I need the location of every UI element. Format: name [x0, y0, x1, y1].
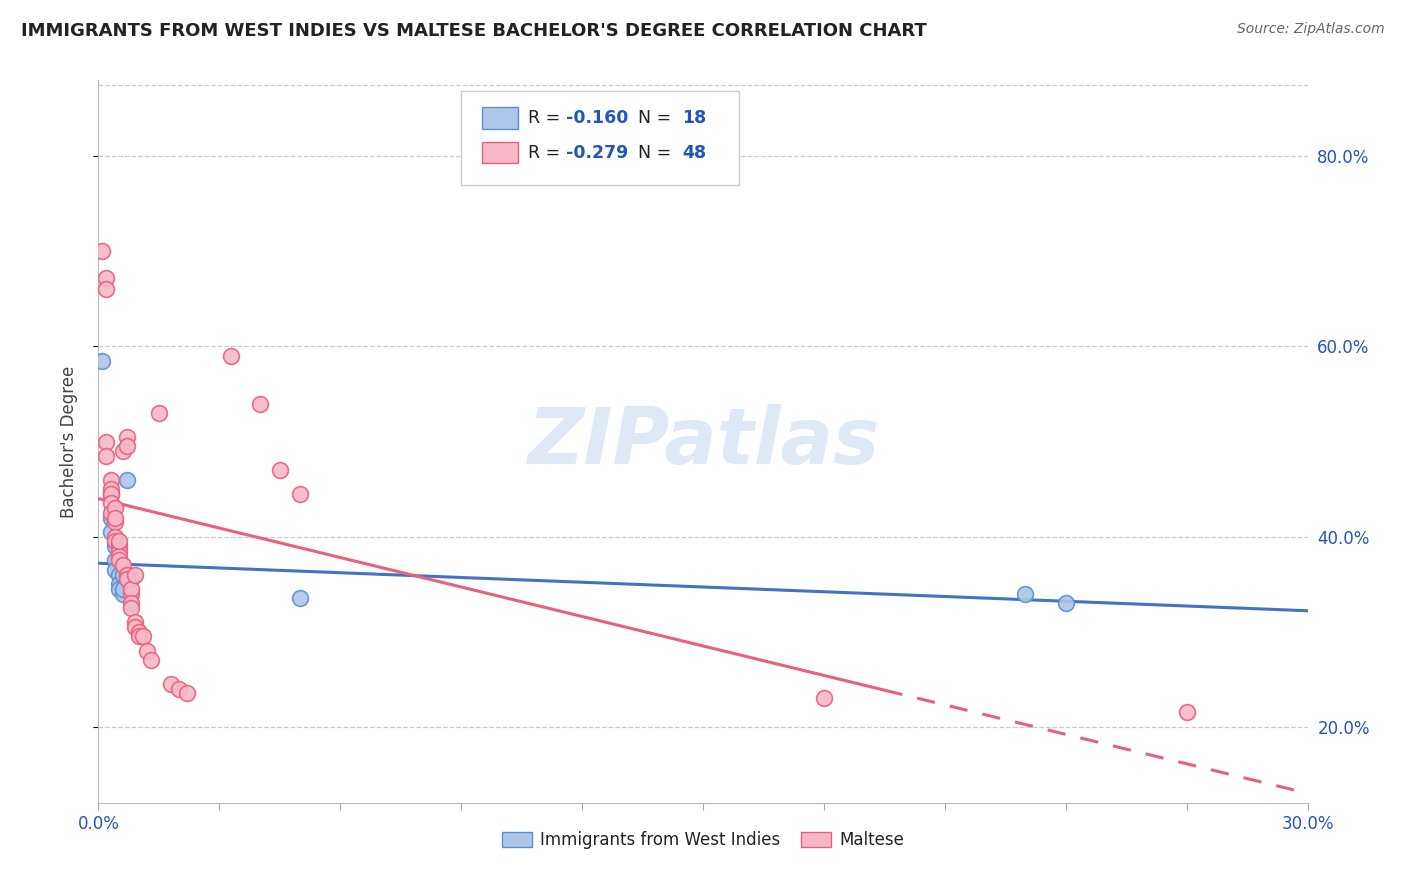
Point [100, 487, 122, 501]
Point [91, 353, 114, 368]
Point [176, 686, 198, 700]
Point [115, 473, 138, 487]
Point [107, 544, 129, 558]
Point [139, 653, 162, 667]
Point [100, 487, 122, 501]
Point [111, 558, 134, 573]
Point [103, 534, 125, 549]
Point [107, 539, 129, 553]
Text: Source: ZipAtlas.com: Source: ZipAtlas.com [1237, 22, 1385, 37]
Point [249, 396, 271, 410]
Text: R =: R = [527, 109, 565, 127]
Point [100, 496, 122, 510]
Point [115, 573, 138, 587]
Point [269, 463, 291, 477]
Point [96, 271, 118, 285]
Point [124, 620, 146, 634]
Point [107, 567, 129, 582]
FancyBboxPatch shape [461, 91, 740, 185]
Text: N =: N = [627, 109, 676, 127]
Text: IMMIGRANTS FROM WEST INDIES VS MALTESE BACHELOR'S DEGREE CORRELATION CHART: IMMIGRANTS FROM WEST INDIES VS MALTESE B… [21, 22, 927, 40]
FancyBboxPatch shape [482, 142, 517, 163]
Point [107, 577, 129, 591]
Point [96, 434, 118, 449]
Point [91, 244, 114, 259]
Point [1175, 706, 1198, 720]
Point [107, 549, 129, 563]
Point [96, 282, 118, 296]
Point [103, 510, 125, 524]
Point [111, 444, 134, 458]
Point [103, 516, 125, 530]
Point [148, 406, 170, 420]
Point [128, 624, 150, 639]
Point [120, 582, 142, 596]
Point [128, 629, 150, 643]
Point [103, 501, 125, 516]
Point [120, 596, 142, 610]
Text: N =: N = [627, 144, 676, 161]
Point [1054, 596, 1077, 610]
Text: -0.160: -0.160 [567, 109, 628, 127]
Point [1014, 587, 1036, 601]
Point [135, 643, 157, 657]
Point [107, 553, 129, 567]
Point [111, 567, 134, 582]
Text: 48: 48 [682, 144, 707, 161]
Point [120, 601, 142, 615]
Point [100, 473, 122, 487]
Point [100, 482, 122, 496]
Point [115, 567, 138, 582]
Point [103, 539, 125, 553]
Point [167, 681, 190, 696]
Point [96, 449, 118, 463]
Point [115, 439, 138, 453]
Point [111, 582, 134, 596]
Point [103, 553, 125, 567]
FancyBboxPatch shape [482, 107, 517, 128]
Point [111, 587, 134, 601]
Text: -0.279: -0.279 [567, 144, 628, 161]
Point [107, 582, 129, 596]
Point [124, 567, 146, 582]
Point [221, 349, 243, 363]
Point [160, 677, 183, 691]
Point [120, 587, 142, 601]
Text: R =: R = [527, 144, 565, 161]
Text: ZIPatlas: ZIPatlas [527, 403, 879, 480]
Point [100, 510, 122, 524]
Text: 18: 18 [682, 109, 707, 127]
Point [120, 573, 142, 587]
Point [100, 506, 122, 520]
Point [107, 534, 129, 549]
Point [100, 524, 122, 539]
Point [288, 591, 311, 606]
Point [132, 629, 155, 643]
Point [115, 430, 138, 444]
Y-axis label: Bachelor's Degree: Bachelor's Degree [59, 366, 77, 517]
Point [103, 563, 125, 577]
Point [103, 530, 125, 544]
Point [288, 487, 311, 501]
Point [124, 615, 146, 630]
Legend: Immigrants from West Indies, Maltese: Immigrants from West Indies, Maltese [495, 824, 911, 856]
Point [813, 691, 835, 706]
